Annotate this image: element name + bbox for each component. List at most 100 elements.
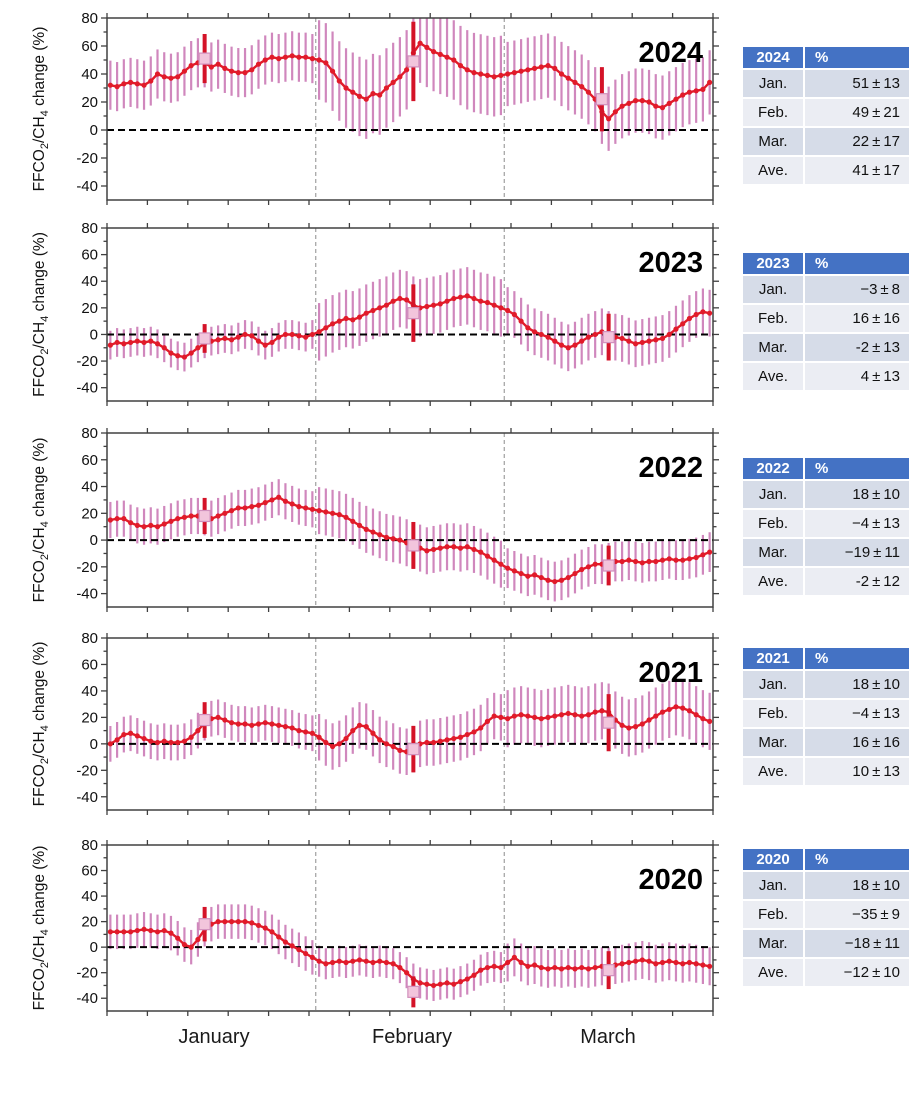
svg-text:0: 0 (90, 939, 98, 956)
svg-text:60: 60 (81, 38, 98, 55)
value-cell: 16 ± 16 (805, 305, 909, 332)
svg-text:40: 40 (81, 683, 98, 700)
svg-text:60: 60 (81, 452, 98, 469)
svg-text:20: 20 (81, 914, 98, 931)
svg-text:20: 20 (81, 709, 98, 726)
year-label: 2020 (638, 864, 703, 896)
value-cell: −12 ± 10 (805, 959, 909, 986)
plot-frame (106, 637, 714, 811)
value-cell: -2 ± 13 (805, 334, 909, 361)
table-header-row: 2022% (743, 458, 909, 479)
chart-panel-2020: 80 60 40 20 0 -20 -40 FFCO2/CH4 change (%) 2020 (31, 837, 719, 1016)
axis-ticks (101, 428, 719, 612)
stats-table-2022: 2022% Jan. 18 ± 10 Feb. −4 ± 13 Mar. −19 ± 11 A… (743, 458, 909, 595)
monthly-mean-square-marker (407, 743, 420, 756)
svg-text:-40: -40 (76, 789, 98, 806)
y-axis-title: FFCO2/CH4 change (%) (31, 846, 51, 1011)
y-axis-title: FFCO2/CH4 change (%) (31, 27, 51, 192)
table-row: Ave. 4 ± 13 (743, 363, 909, 390)
svg-text:0: 0 (90, 736, 98, 753)
table-percent-header: % (805, 458, 909, 479)
stats-table-2021: 2021% Jan. 18 ± 10 Feb. −4 ± 13 Mar. 16 ± 16 Av… (743, 648, 909, 785)
monthly-mean-square-marker (595, 93, 609, 106)
svg-text:60: 60 (81, 656, 98, 673)
plot-frame (106, 17, 714, 201)
plot-area (107, 638, 713, 810)
table-year-header: 2024 (743, 47, 803, 68)
svg-text:20: 20 (81, 505, 98, 522)
table-year-header: 2022 (743, 458, 803, 479)
svg-text:-20: -20 (76, 762, 98, 779)
table-row: Jan. 51 ± 13 (743, 70, 909, 97)
monthly-mean-square-marker (198, 509, 211, 523)
axis-ticks (101, 633, 719, 815)
plot-frame (106, 227, 714, 402)
daily-series-line (110, 920, 710, 987)
svg-text:-20: -20 (76, 965, 98, 982)
svg-text:40: 40 (81, 273, 98, 290)
svg-text:40: 40 (81, 888, 98, 905)
chart-panel-2024: 80 60 40 20 0 -20 -40 FFCO2/CH4 change (%) 2024 (31, 10, 719, 205)
table-header-row: 2024% (743, 47, 909, 68)
table-percent-header: % (805, 253, 909, 274)
y-axis-tick-labels: 80 60 40 20 0 -20 -40 (76, 425, 98, 603)
y-axis-tick-labels: 80 60 40 20 0 -20 -40 (76, 630, 98, 806)
monthly-mean-square-marker (602, 559, 615, 572)
month-label-cell: Feb. (743, 510, 803, 537)
svg-text:40: 40 (81, 66, 98, 83)
value-cell: 51 ± 13 (805, 70, 909, 97)
year-label: 2023 (638, 247, 703, 279)
value-cell: −4 ± 13 (805, 700, 909, 727)
daily-series-markers (107, 919, 713, 989)
plot-frame (106, 432, 714, 608)
svg-text:40: 40 (81, 479, 98, 496)
y-axis-tick-labels: 80 60 40 20 0 -20 -40 (76, 10, 98, 195)
table-row: Mar. 16 ± 16 (743, 729, 909, 756)
value-cell: 18 ± 10 (805, 671, 909, 698)
value-cell: −3 ± 8 (805, 276, 909, 303)
table-percent-header: % (805, 47, 909, 68)
svg-text:-20: -20 (76, 150, 98, 167)
table-percent-header: % (805, 849, 909, 870)
svg-text:-40: -40 (76, 990, 98, 1007)
table-row: Feb. −4 ± 13 (743, 510, 909, 537)
month-label-cell: Jan. (743, 872, 803, 899)
monthly-mean-square-marker (407, 539, 420, 552)
table-row: Mar. 22 ± 17 (743, 128, 909, 155)
svg-text:-20: -20 (76, 559, 98, 576)
svg-text:60: 60 (81, 863, 98, 880)
value-cell: 22 ± 17 (805, 128, 909, 155)
value-cell: −19 ± 11 (805, 539, 909, 566)
svg-text:0: 0 (90, 532, 98, 549)
plot-area (107, 18, 713, 200)
month-label-cell: Jan. (743, 276, 803, 303)
table-row: Ave. 10 ± 13 (743, 758, 909, 785)
x-axis-month-january: January (178, 1026, 250, 1048)
month-label-cell: Jan. (743, 671, 803, 698)
svg-text:0: 0 (90, 122, 98, 139)
stats-table-2020: 2020% Jan. 18 ± 10 Feb. −35 ± 9 Mar. −18 ± 11 A… (743, 849, 909, 986)
table-row: Jan. −3 ± 8 (743, 276, 909, 303)
month-label-cell: Jan. (743, 70, 803, 97)
stats-table-2023: 2023% Jan. −3 ± 8 Feb. 16 ± 16 Mar. -2 ± 13 Ave… (743, 253, 909, 390)
monthly-mean-square-marker (198, 918, 211, 931)
table-row: Feb. 16 ± 16 (743, 305, 909, 332)
svg-text:-40: -40 (76, 178, 98, 195)
value-cell: 10 ± 13 (805, 758, 909, 785)
monthly-mean-square-marker (602, 331, 615, 344)
table-row: Jan. 18 ± 10 (743, 481, 909, 508)
table-row: Ave. −12 ± 10 (743, 959, 909, 986)
table-header-row: 2020% (743, 849, 909, 870)
y-axis-tick-labels: 80 60 40 20 0 -20 -40 (76, 220, 98, 397)
svg-text:80: 80 (81, 837, 98, 854)
daily-series-markers (107, 494, 713, 585)
value-cell: 18 ± 10 (805, 481, 909, 508)
value-cell: −18 ± 11 (805, 930, 909, 957)
month-label-cell: Ave. (743, 568, 803, 595)
svg-text:-40: -40 (76, 380, 98, 397)
y-axis-tick-labels: 80 60 40 20 0 -20 -40 (76, 837, 98, 1007)
table-row: Ave. 41 ± 17 (743, 157, 909, 184)
table-row: Ave. -2 ± 12 (743, 568, 909, 595)
axis-ticks (101, 840, 719, 1016)
